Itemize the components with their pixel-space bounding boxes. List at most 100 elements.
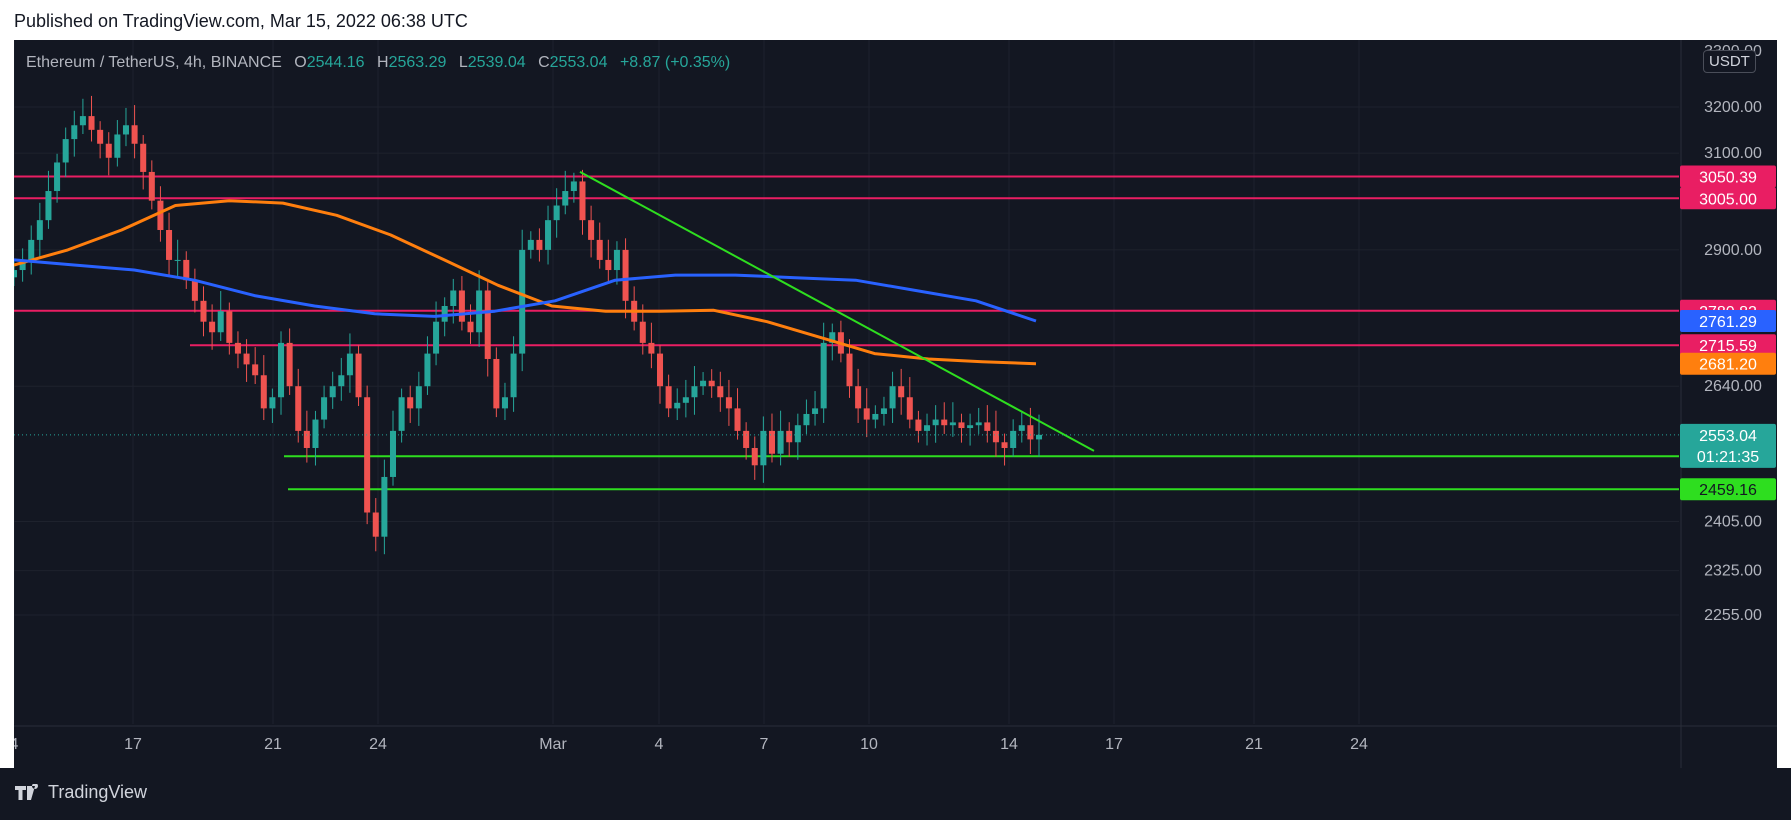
blue-ma-line bbox=[14, 258, 1037, 323]
candle-body bbox=[234, 342, 241, 354]
last-price-tag-bg bbox=[1680, 423, 1776, 468]
candle-body bbox=[433, 321, 440, 354]
candle-body bbox=[1001, 442, 1008, 448]
candle-body bbox=[14, 270, 18, 278]
x-tick-label: 24 bbox=[369, 736, 387, 753]
brand[interactable]: TradingView bbox=[14, 782, 147, 803]
x-tick-label: 4 bbox=[655, 736, 664, 753]
y-tick-label: 3100.00 bbox=[1704, 145, 1762, 162]
candle-body bbox=[54, 162, 61, 192]
candle-body bbox=[622, 249, 629, 301]
candle-body bbox=[174, 259, 181, 261]
candle-body bbox=[88, 116, 95, 130]
candle-body bbox=[941, 419, 948, 426]
level-price-tag-bg bbox=[1680, 187, 1776, 210]
candle-body bbox=[855, 386, 862, 409]
candle-body bbox=[527, 239, 534, 250]
x-tick-label: 14 bbox=[1000, 736, 1018, 753]
candle-body bbox=[915, 419, 922, 431]
candle-body bbox=[346, 353, 353, 376]
candle-body bbox=[579, 181, 586, 221]
candle-body bbox=[148, 171, 155, 201]
candle-body bbox=[19, 259, 26, 271]
candle-body bbox=[389, 430, 397, 477]
candle-body bbox=[1018, 425, 1025, 431]
candle-body bbox=[1027, 425, 1034, 440]
candle-body bbox=[734, 408, 741, 431]
x-tick-label: 24 bbox=[1350, 736, 1368, 753]
candle-body bbox=[450, 290, 457, 307]
candle-body bbox=[45, 191, 52, 221]
x-tick-label: 7 bbox=[760, 736, 769, 753]
candle-body bbox=[338, 375, 345, 387]
candle-body bbox=[364, 397, 371, 513]
candle-body bbox=[372, 512, 379, 537]
candle-body bbox=[355, 353, 362, 398]
price-chart[interactable]: 3200.00 3100.00 2900.00 2640.00 2405.00 2325.… bbox=[14, 40, 1777, 768]
candle-body bbox=[131, 125, 138, 144]
candle-body bbox=[700, 380, 707, 387]
candle-body bbox=[992, 430, 999, 443]
candle-body bbox=[209, 321, 216, 333]
bar-countdown: 01:21:35 bbox=[1697, 449, 1759, 466]
candle-body bbox=[570, 181, 577, 192]
candle-body bbox=[588, 220, 595, 240]
high-value: 2563.29 bbox=[388, 54, 447, 71]
candle-body bbox=[872, 413, 879, 420]
ohlc-legend: Ethereum / TetherUS, 4h, BINANCE O2544.1… bbox=[26, 54, 730, 72]
candle-body bbox=[777, 430, 784, 454]
last-price-tag: 2553.04 bbox=[1699, 428, 1757, 445]
candle-body bbox=[415, 386, 422, 409]
candle-body bbox=[278, 342, 285, 398]
candle-body bbox=[665, 386, 672, 409]
candle-body bbox=[260, 375, 267, 409]
candle-body bbox=[820, 342, 827, 409]
candle-body bbox=[1035, 434, 1043, 440]
tradingview-logo-icon bbox=[15, 783, 38, 800]
candle-body bbox=[648, 342, 655, 354]
y-tick-label: 2325.00 bbox=[1704, 563, 1762, 580]
x-tick-label: 17 bbox=[1105, 736, 1123, 753]
candle-body bbox=[424, 353, 431, 387]
low-label: L bbox=[458, 54, 468, 71]
candle-body bbox=[717, 386, 724, 398]
candle-body bbox=[691, 386, 698, 398]
trend-line bbox=[579, 171, 1095, 452]
close-value: 2553.04 bbox=[549, 54, 608, 71]
candle-body bbox=[36, 220, 43, 240]
candle-body bbox=[743, 430, 750, 448]
level-price-tag-bg bbox=[1680, 334, 1776, 357]
ma-price-tag: 2681.20 bbox=[1699, 357, 1757, 374]
candle-body bbox=[967, 425, 974, 429]
y-tick-label: 3200.00 bbox=[1704, 99, 1762, 116]
candle-body bbox=[200, 300, 207, 322]
ma-price-tag-bg bbox=[1680, 352, 1776, 375]
candle-body bbox=[398, 397, 405, 431]
footer-bar bbox=[0, 768, 1791, 820]
x-tick-label: 21 bbox=[264, 736, 282, 753]
ma-price-tag: 2761.29 bbox=[1699, 314, 1757, 331]
candle-body bbox=[708, 380, 715, 387]
low-value: 2539.04 bbox=[467, 54, 526, 71]
close-label: C bbox=[538, 54, 550, 71]
candle-body bbox=[79, 116, 86, 126]
candle-body bbox=[519, 249, 526, 354]
candle-body bbox=[932, 419, 939, 426]
candle-body bbox=[553, 205, 560, 221]
candle-body bbox=[639, 321, 646, 343]
candle-body bbox=[562, 191, 569, 206]
candle-body bbox=[898, 386, 905, 398]
candle-body bbox=[243, 353, 250, 365]
level-price-tag: 2459.16 bbox=[1699, 482, 1757, 499]
candle-body bbox=[252, 364, 259, 376]
candle-body bbox=[295, 386, 302, 431]
candle-body bbox=[484, 290, 491, 359]
candle-body bbox=[613, 249, 620, 271]
candle-body bbox=[760, 430, 767, 466]
candle-body bbox=[545, 220, 552, 250]
x-tick-label: Mar bbox=[539, 736, 567, 753]
candle-body bbox=[1010, 430, 1017, 448]
candle-body bbox=[226, 311, 233, 343]
currency-unit-button[interactable]: USDT bbox=[1703, 50, 1756, 73]
candle-body bbox=[984, 422, 991, 431]
